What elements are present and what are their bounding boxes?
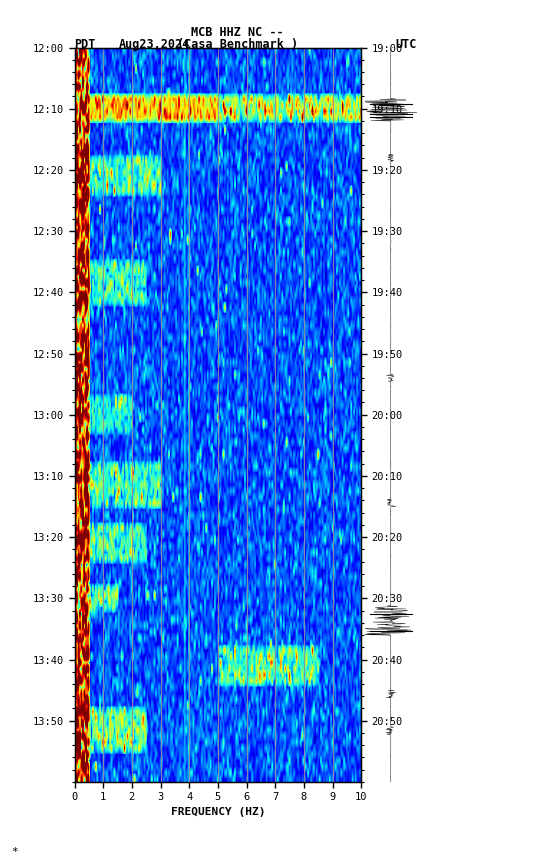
Text: MCB HHZ NC --: MCB HHZ NC -- xyxy=(191,26,284,39)
Text: *: * xyxy=(11,847,18,857)
Text: (Casa Benchmark ): (Casa Benchmark ) xyxy=(177,38,298,51)
Text: Aug23,2024: Aug23,2024 xyxy=(119,38,190,51)
Text: UTC: UTC xyxy=(395,38,417,51)
Text: PDT: PDT xyxy=(75,38,96,51)
X-axis label: FREQUENCY (HZ): FREQUENCY (HZ) xyxy=(171,806,265,816)
